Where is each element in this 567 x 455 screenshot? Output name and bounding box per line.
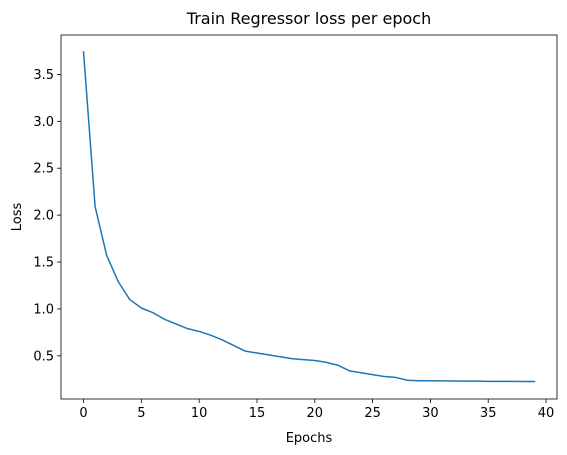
plot-area: 0 5 10 15 20 25 30 35 40 0.5 1.0 1.5 2.0 2.5 3.0 3.5 bbox=[33, 34, 558, 421]
x-axis-label: Epochs bbox=[286, 431, 333, 446]
y-axis-label: Loss bbox=[10, 203, 25, 232]
axes-frame bbox=[60, 34, 558, 400]
x-tick-label: 20 bbox=[307, 406, 324, 421]
y-tick-label: 1.5 bbox=[33, 256, 54, 271]
series-line-0 bbox=[82, 51, 536, 383]
y-tick-label: 2.5 bbox=[33, 162, 54, 177]
x-tick-label: 30 bbox=[422, 406, 439, 421]
y-tick-label: 2.0 bbox=[33, 209, 54, 224]
x-tick-label: 10 bbox=[191, 406, 208, 421]
y-tick-label: 3.0 bbox=[33, 115, 54, 130]
chart-title: Train Regressor loss per epoch bbox=[186, 9, 431, 28]
x-tick-label: 35 bbox=[480, 406, 497, 421]
x-tick-label: 15 bbox=[249, 406, 266, 421]
x-tick-label: 0 bbox=[79, 406, 87, 421]
y-tick-label: 1.0 bbox=[33, 302, 54, 317]
x-tick-label: 25 bbox=[364, 406, 381, 421]
y-tick-label: 0.5 bbox=[33, 349, 54, 364]
y-tick-label: 3.5 bbox=[33, 68, 54, 83]
x-tick-label: 5 bbox=[137, 406, 145, 421]
x-tick-label: 40 bbox=[538, 406, 555, 421]
